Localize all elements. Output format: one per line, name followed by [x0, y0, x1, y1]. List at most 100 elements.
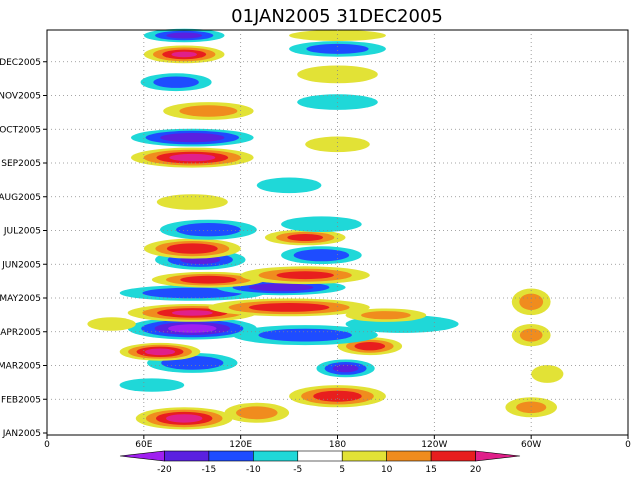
heatmap-cell — [289, 41, 386, 57]
heatmap-cell — [281, 216, 362, 232]
contour-level — [171, 310, 213, 316]
y-tick-label: NOV2005 — [0, 92, 41, 102]
contour-level — [289, 30, 386, 41]
contour-level — [281, 216, 362, 232]
contour-level — [144, 348, 176, 356]
heatmap-cell — [305, 136, 370, 153]
heatmap-cell — [531, 365, 564, 383]
contour-level — [142, 287, 243, 299]
contour-level — [354, 342, 386, 351]
contour-level — [235, 406, 278, 420]
colorbar: -20 -15 -10 -5 5 10 15 20 — [119, 450, 521, 475]
colorbar-segment — [208, 450, 254, 462]
contour-level — [166, 414, 203, 423]
colorbar-segment — [164, 450, 210, 462]
colorbar-label: 10 — [381, 465, 393, 475]
x-tick-label: 60E — [135, 440, 152, 450]
heatmap-cell — [256, 177, 322, 194]
colorbar-label: -15 — [202, 465, 217, 475]
heatmap-cell — [289, 30, 386, 41]
x-tick-label: 180 — [329, 440, 346, 450]
heatmap-cell — [119, 342, 201, 361]
contour-level — [305, 136, 370, 153]
x-tick-label: 120W — [421, 440, 447, 450]
y-tick-label: JUN2005 — [1, 260, 41, 270]
colorbar-label: 15 — [425, 465, 436, 475]
contour-level — [258, 328, 352, 342]
colorbar-label: 5 — [339, 465, 345, 475]
heatmap-cell — [505, 397, 557, 418]
heatmap-cell — [151, 271, 265, 288]
heatmap-field — [87, 28, 564, 430]
contour-level — [519, 328, 543, 342]
heatmap-cell — [316, 359, 375, 378]
heatmap-cell — [131, 128, 254, 147]
heatmap-cell — [224, 402, 290, 423]
colorbar-segment — [430, 450, 476, 462]
y-tick-label: FEB2005 — [1, 395, 41, 405]
colorbar-label: 20 — [470, 465, 482, 475]
heatmap-cell — [127, 304, 257, 322]
contour-level — [156, 194, 228, 210]
contour-level — [160, 133, 225, 143]
y-tick-label: MAY2005 — [0, 294, 41, 304]
contour-level — [361, 311, 411, 320]
heatmap-cell — [135, 407, 233, 430]
heatmap-cell — [127, 317, 257, 340]
contour-level — [306, 43, 369, 54]
heatmap-cell — [232, 325, 378, 346]
contour-level — [332, 364, 359, 373]
contour-level — [168, 324, 217, 333]
y-tick-label: SEP2005 — [1, 159, 41, 169]
colorbar-label: -20 — [157, 465, 172, 475]
colorbar-segment — [297, 450, 343, 462]
contour-level — [516, 401, 547, 414]
contour-level — [166, 32, 203, 39]
contour-level — [519, 293, 544, 310]
heatmap-cell — [143, 28, 225, 43]
heatmap-cell — [289, 385, 386, 408]
contour-level — [293, 249, 350, 262]
y-tick-label: AUG2005 — [0, 193, 41, 203]
heatmap-cell — [143, 238, 241, 259]
y-tick-label: OCT2005 — [0, 125, 41, 135]
heatmap-cell — [131, 147, 254, 168]
contour-level — [169, 153, 216, 162]
contour-level — [531, 365, 564, 383]
contour-level — [180, 275, 237, 284]
colorbar-segment — [119, 450, 165, 462]
contour-level — [313, 390, 362, 402]
contour-level — [248, 283, 314, 292]
y-tick-label: DEC2005 — [0, 58, 41, 68]
colorbar-segment — [475, 450, 521, 462]
heatmap-cell — [240, 266, 370, 285]
heatmap-cell — [163, 102, 254, 120]
x-tick-label: 0 — [44, 440, 50, 450]
colorbar-label: -10 — [246, 465, 261, 475]
colorbar-segment — [386, 450, 432, 462]
contour-level — [179, 105, 238, 117]
grid-lines — [47, 30, 628, 435]
heatmap-cell — [345, 308, 427, 322]
contour-level — [153, 76, 199, 88]
x-tick-label: 60W — [521, 440, 541, 450]
contour-level — [176, 223, 241, 237]
x-axis: 0 60E 120E 180 120W 60W 0 — [44, 435, 631, 450]
contour-level — [119, 378, 185, 392]
heatmap-cell — [87, 317, 136, 331]
contour-level — [276, 271, 334, 280]
heatmap-cell — [156, 194, 228, 210]
chart-title: 01JAN2005 31DEC2005 — [231, 6, 443, 27]
colorbar-segment — [341, 450, 387, 462]
heatmap-cell — [143, 45, 225, 64]
contour-level — [287, 234, 324, 241]
contour-level — [248, 303, 330, 312]
contour-level — [256, 177, 322, 194]
y-axis: JAN2005 FEB2005 MAR2005 APR2005 MAY2005 JUN20… — [0, 58, 47, 439]
y-tick-label: MAR2005 — [0, 362, 41, 372]
contour-level — [166, 243, 218, 254]
heatmap-cell — [160, 219, 257, 240]
colorbar-segment — [253, 450, 299, 462]
heatmap-cell — [264, 229, 346, 246]
y-tick-label: JAN2005 — [2, 429, 41, 439]
